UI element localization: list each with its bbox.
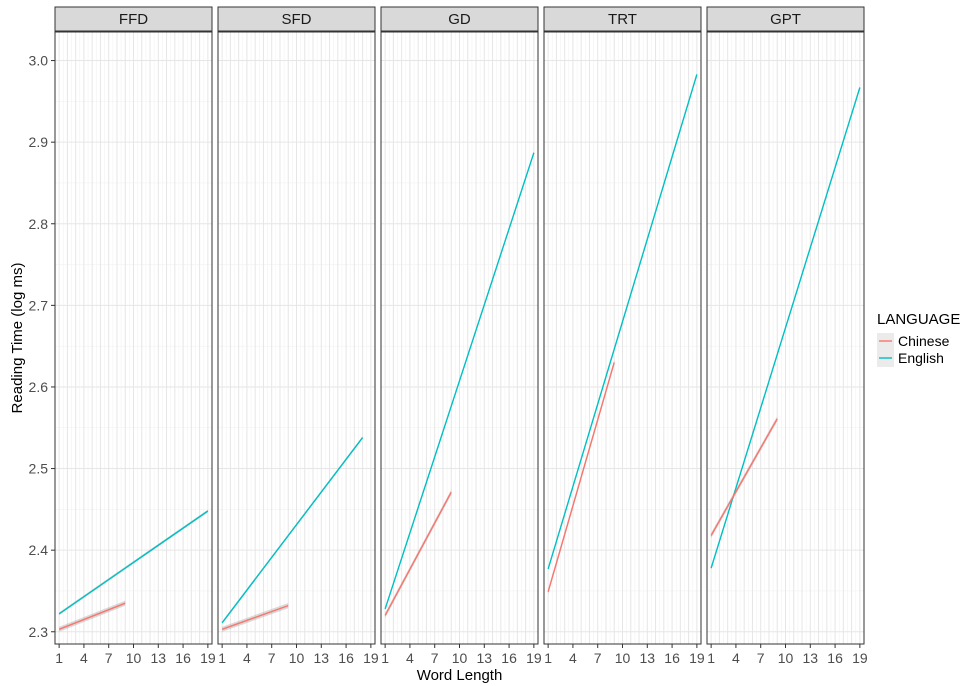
y-tick-label: 2.4 bbox=[29, 542, 49, 558]
y-tick-label: 3.0 bbox=[29, 53, 49, 69]
x-tick-label: 10 bbox=[778, 650, 794, 666]
series-line-chinese bbox=[384, 491, 452, 616]
facet-strip-label: GPT bbox=[770, 11, 801, 28]
y-tick-label: 2.7 bbox=[29, 297, 49, 313]
facet-strip bbox=[706, 6, 865, 32]
x-tick-label: 7 bbox=[268, 650, 276, 666]
x-tick-label: 16 bbox=[827, 650, 843, 666]
series-line-chinese bbox=[221, 604, 289, 630]
x-tick-label: 7 bbox=[431, 650, 439, 666]
series-line-chinese bbox=[547, 362, 615, 592]
x-tick-label: 7 bbox=[105, 650, 113, 666]
x-tick-label: 7 bbox=[594, 650, 602, 666]
x-tick-label: 1 bbox=[381, 650, 389, 666]
x-tick-label: 10 bbox=[126, 650, 142, 666]
y-axis-title: Reading Time (log ms) bbox=[9, 263, 26, 414]
facet-strip bbox=[380, 6, 539, 32]
x-tick-label: 16 bbox=[175, 650, 191, 666]
series-line-chinese bbox=[710, 418, 778, 536]
x-tick-label: 1 bbox=[218, 650, 226, 666]
x-tick-label: 13 bbox=[477, 650, 493, 666]
x-tick-label: 19 bbox=[852, 650, 868, 666]
x-tick-label: 13 bbox=[314, 650, 330, 666]
y-axis: 2.3 2.4 2.5 2.6 2.7 2.8 2.9 3.0 bbox=[29, 53, 55, 640]
series-line-chinese bbox=[58, 602, 126, 630]
x-axis-title: Word Length bbox=[417, 667, 503, 684]
facet-panel-trt: TRT 1 4 7 10 13 16 19 bbox=[543, 6, 705, 666]
y-tick-label: 2.8 bbox=[29, 216, 49, 232]
x-tick-label: 1 bbox=[544, 650, 552, 666]
x-tick-label: 16 bbox=[338, 650, 354, 666]
facet-panel-ffd: FFD 1 4 7 10 13 16 19 bbox=[54, 6, 216, 666]
series-line-english bbox=[710, 87, 861, 569]
series-line-english bbox=[221, 437, 364, 624]
x-tick-label: 19 bbox=[689, 650, 705, 666]
series-line-english bbox=[384, 152, 535, 610]
facet-strip-label: GD bbox=[448, 11, 471, 28]
x-tick-label: 19 bbox=[526, 650, 542, 666]
x-tick-label: 4 bbox=[732, 650, 740, 666]
facet-strip-label: TRT bbox=[608, 11, 637, 28]
facet-panel-gpt: GPT 1 4 7 10 13 16 19 bbox=[706, 6, 868, 666]
legend-label-chinese: Chinese bbox=[898, 333, 950, 349]
y-tick-label: 2.9 bbox=[29, 134, 49, 150]
series-line-english bbox=[58, 510, 209, 615]
x-tick-label: 13 bbox=[640, 650, 656, 666]
x-tick-label: 10 bbox=[615, 650, 631, 666]
y-tick-label: 2.3 bbox=[29, 624, 49, 640]
x-tick-label: 10 bbox=[289, 650, 305, 666]
x-tick-label: 4 bbox=[569, 650, 577, 666]
facet-strip-label: FFD bbox=[119, 11, 148, 28]
y-tick-label: 2.6 bbox=[29, 379, 49, 395]
x-tick-label: 1 bbox=[55, 650, 63, 666]
x-tick-label: 1 bbox=[707, 650, 715, 666]
facet-panel-gd: GD 1 4 7 10 13 16 19 bbox=[380, 6, 542, 666]
x-tick-label: 7 bbox=[757, 650, 765, 666]
x-tick-label: 13 bbox=[803, 650, 819, 666]
facet-panel-sfd: SFD 1 4 7 10 13 16 19 bbox=[217, 6, 379, 666]
legend-label-english: English bbox=[898, 350, 944, 366]
legend-title: LANGUAGE bbox=[877, 311, 960, 328]
x-tick-label: 16 bbox=[501, 650, 517, 666]
facet-strip-label: SFD bbox=[282, 11, 312, 28]
x-tick-label: 10 bbox=[452, 650, 468, 666]
series-line-english bbox=[547, 74, 698, 570]
x-tick-label: 4 bbox=[243, 650, 251, 666]
x-tick-label: 19 bbox=[200, 650, 216, 666]
facet-strip bbox=[217, 6, 376, 32]
x-tick-label: 19 bbox=[363, 650, 379, 666]
x-tick-label: 4 bbox=[80, 650, 88, 666]
x-tick-label: 16 bbox=[664, 650, 680, 666]
x-tick-label: 4 bbox=[406, 650, 414, 666]
x-tick-label: 13 bbox=[151, 650, 167, 666]
facet-strip bbox=[54, 6, 213, 32]
facet-strip bbox=[543, 6, 702, 32]
y-tick-label: 2.5 bbox=[29, 461, 49, 477]
